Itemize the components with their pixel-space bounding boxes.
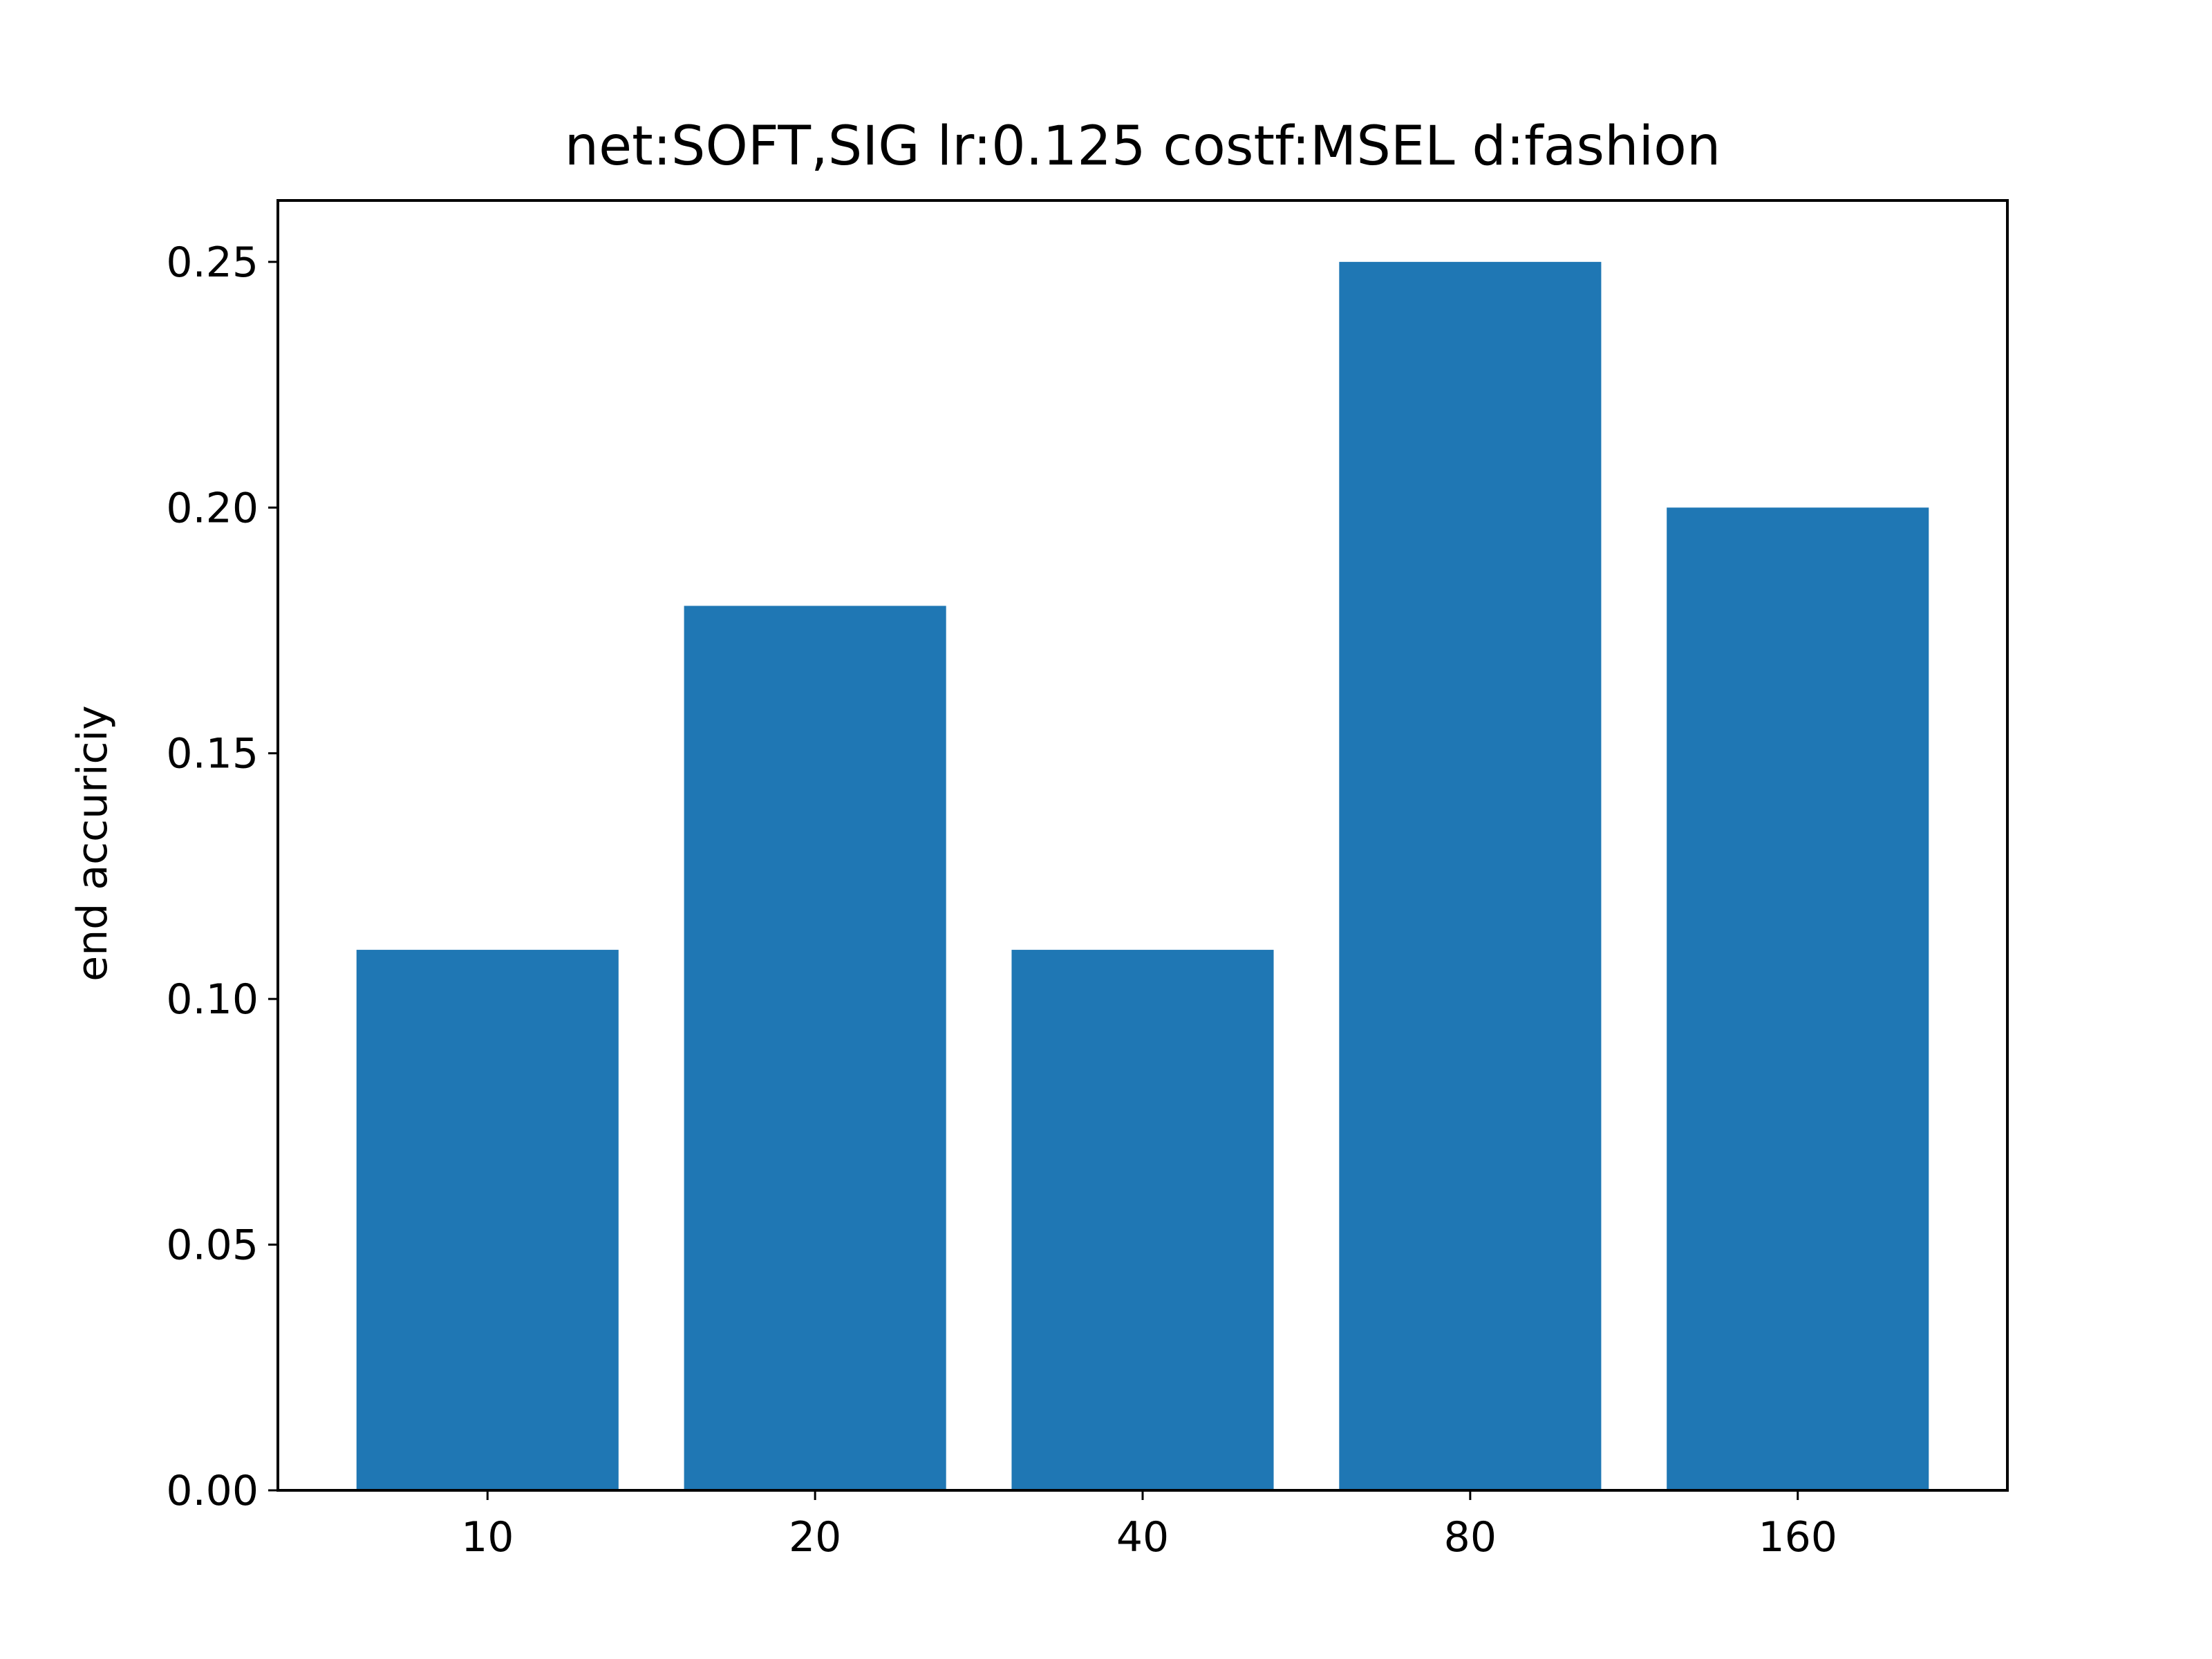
bar-series <box>356 261 1929 1491</box>
bar-160 <box>1667 507 1929 1491</box>
x-axis: 10 20 40 80 160 <box>461 1490 1837 1562</box>
y-axis: 0.00 0.05 0.10 0.15 0.20 0.25 <box>166 238 278 1515</box>
x-tick-label: 160 <box>1758 1513 1837 1562</box>
y-tick-label: 0.25 <box>166 238 259 287</box>
x-tick-label: 80 <box>1444 1513 1497 1562</box>
chart-title: net:SOFT,SIG lr:0.125 costf:MSEL d:fashi… <box>565 115 1721 178</box>
bar-80 <box>1339 261 1602 1490</box>
x-tick-label: 40 <box>1116 1513 1169 1562</box>
bar-40 <box>1011 950 1274 1490</box>
bar-20 <box>684 606 946 1490</box>
y-tick-label: 0.10 <box>166 975 259 1024</box>
bar-10 <box>356 950 619 1490</box>
y-tick-label: 0.20 <box>166 484 259 532</box>
y-tick-label: 0.05 <box>166 1221 259 1270</box>
plot-area-frame <box>276 199 2009 1492</box>
x-tick-label: 10 <box>461 1513 514 1562</box>
x-tick-label: 20 <box>789 1513 841 1562</box>
y-axis-label: end accuriciy <box>68 705 117 981</box>
y-tick-label: 0.15 <box>166 730 259 778</box>
y-tick-label: 0.00 <box>166 1467 259 1515</box>
